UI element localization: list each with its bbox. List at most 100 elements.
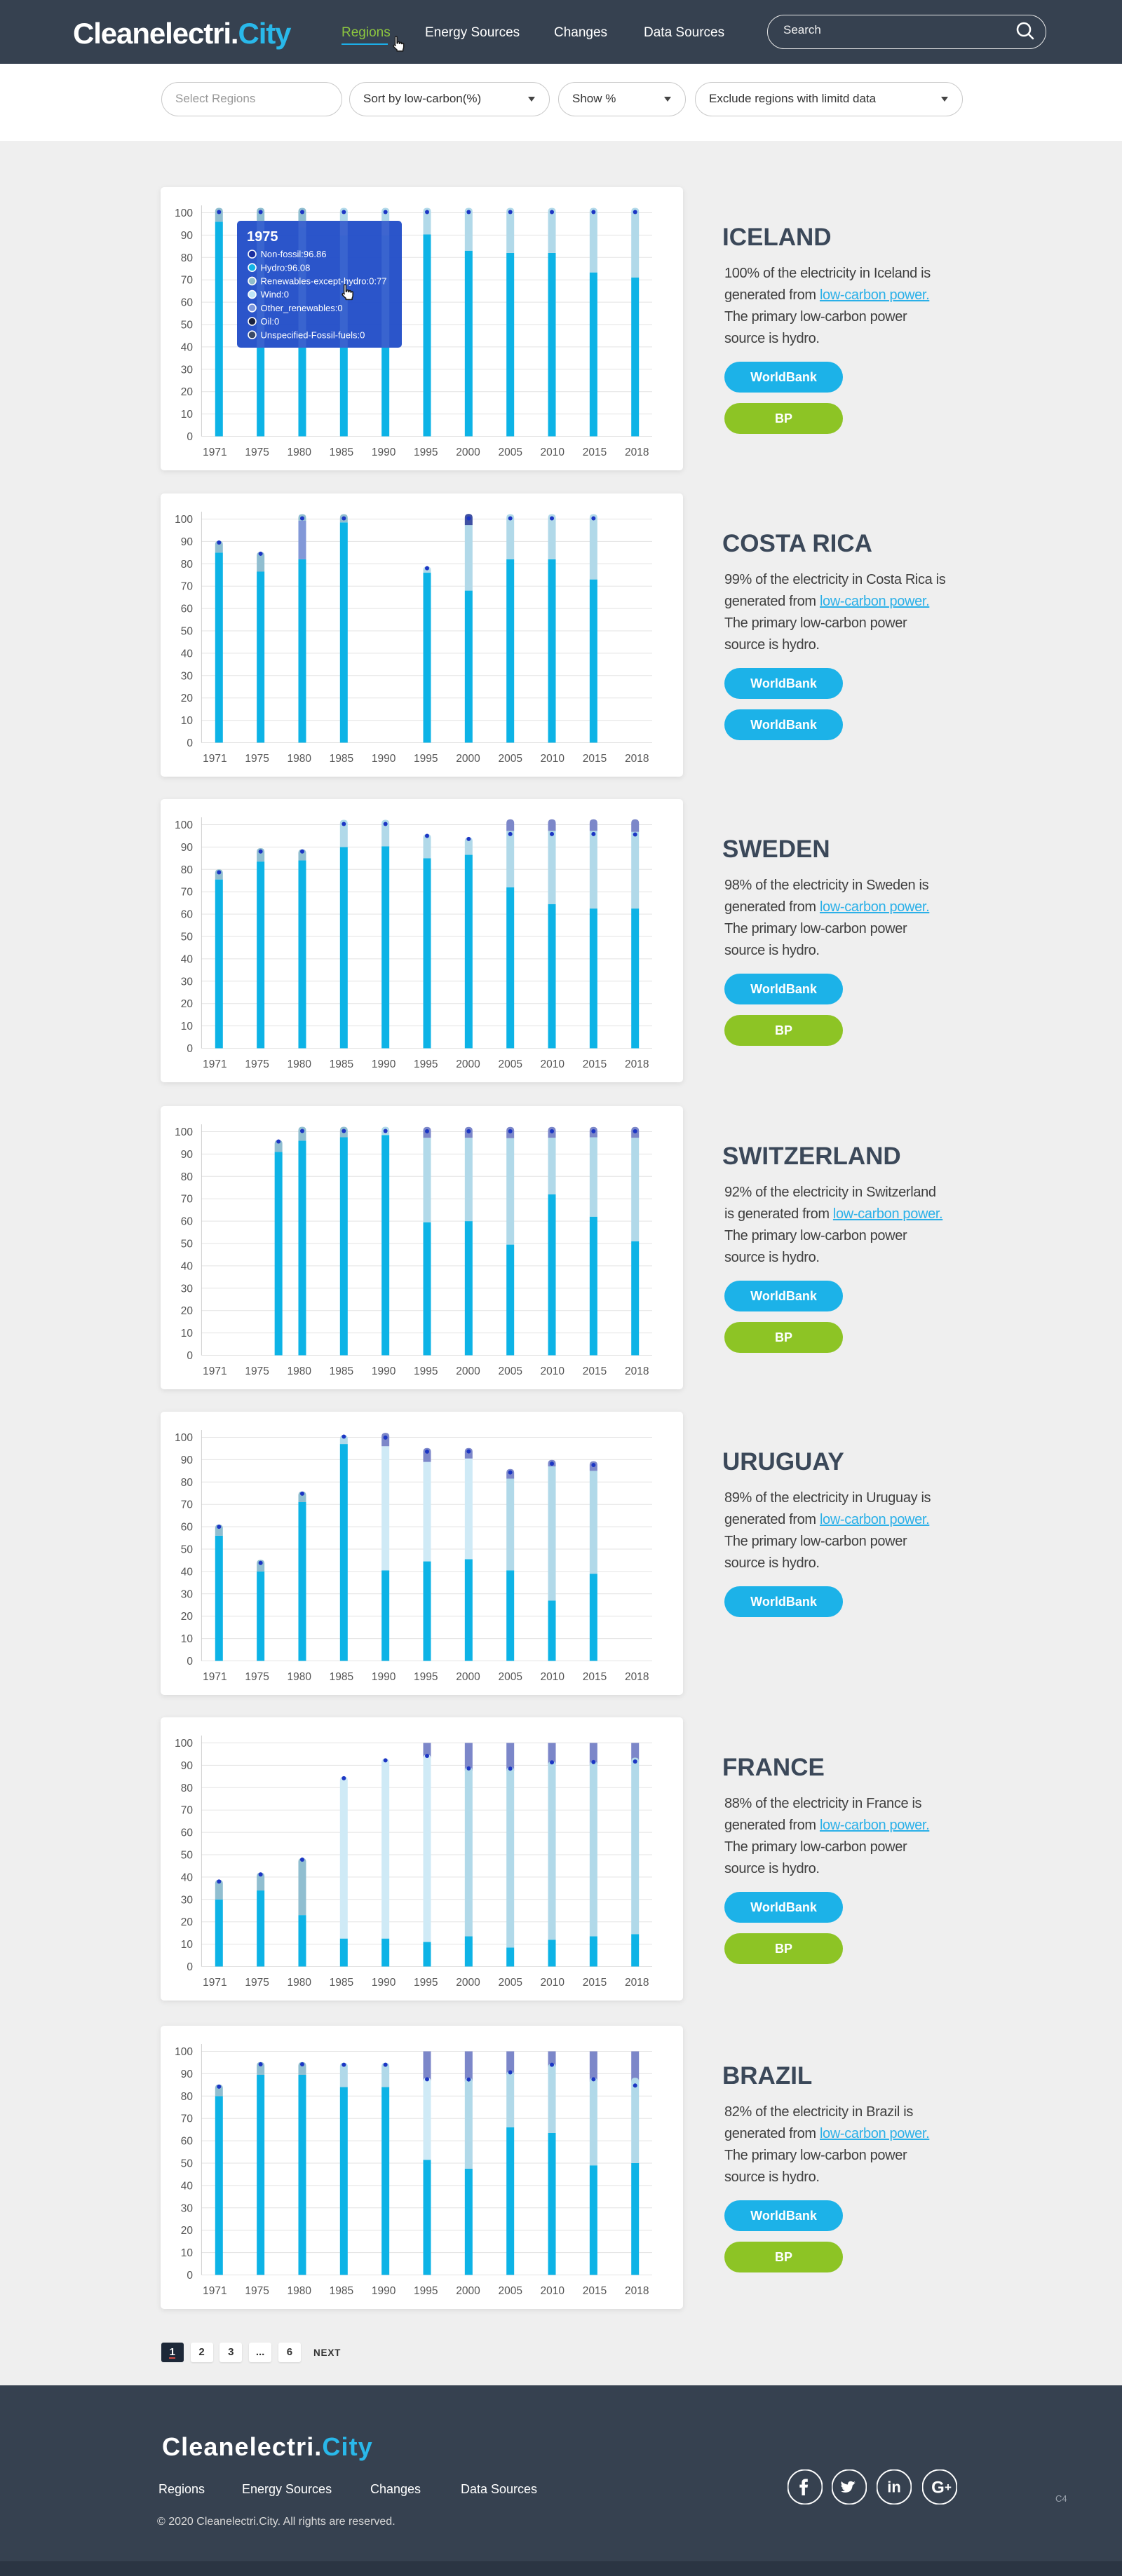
svg-text:2015: 2015 — [583, 753, 607, 765]
svg-text:2000: 2000 — [456, 447, 480, 458]
svg-text:2005: 2005 — [498, 1365, 522, 1377]
svg-text:20: 20 — [181, 693, 194, 704]
svg-text:80: 80 — [181, 558, 194, 570]
svg-text:1975: 1975 — [245, 447, 269, 458]
svg-text:2010: 2010 — [541, 1977, 565, 1989]
svg-text:70: 70 — [181, 887, 194, 899]
svg-text:60: 60 — [181, 908, 194, 920]
svg-text:2010: 2010 — [541, 1671, 565, 1683]
svg-text:40: 40 — [181, 2181, 194, 2193]
svg-text:2010: 2010 — [541, 753, 565, 765]
svg-text:1985: 1985 — [330, 2285, 353, 2297]
svg-text:in: in — [887, 2479, 901, 2496]
svg-text:30: 30 — [181, 670, 194, 682]
svg-text:50: 50 — [181, 320, 194, 332]
svg-text:1985: 1985 — [330, 1365, 353, 1377]
svg-text:1995: 1995 — [414, 1671, 438, 1683]
svg-text:1995: 1995 — [414, 1365, 438, 1377]
svg-text:30: 30 — [181, 2203, 194, 2215]
svg-text:1985: 1985 — [330, 1977, 353, 1989]
svg-text:2005: 2005 — [498, 2285, 522, 2297]
svg-text:100: 100 — [175, 2046, 193, 2058]
svg-text:2010: 2010 — [541, 1365, 565, 1377]
svg-text:40: 40 — [181, 1566, 194, 1578]
svg-text:2000: 2000 — [456, 1977, 480, 1989]
svg-text:90: 90 — [181, 230, 194, 242]
svg-text:100: 100 — [175, 819, 193, 831]
svg-text:2005: 2005 — [498, 1977, 522, 1989]
svg-text:2000: 2000 — [456, 1365, 480, 1377]
svg-text:40: 40 — [181, 341, 194, 353]
svg-text:50: 50 — [181, 2158, 194, 2170]
svg-text:Non-fossil:96.86: Non-fossil:96.86 — [261, 249, 327, 259]
svg-text:2005: 2005 — [498, 753, 522, 765]
svg-text:80: 80 — [181, 252, 194, 264]
svg-text:2018: 2018 — [625, 447, 649, 458]
svg-text:90: 90 — [181, 842, 194, 854]
svg-text:2015: 2015 — [583, 1058, 607, 1070]
svg-text:100: 100 — [175, 207, 193, 219]
svg-text:40: 40 — [181, 1872, 194, 1883]
svg-text:20: 20 — [181, 998, 194, 1010]
svg-text:1975: 1975 — [245, 2285, 269, 2297]
svg-text:1980: 1980 — [288, 1671, 312, 1683]
svg-text:30: 30 — [181, 1588, 194, 1600]
svg-text:1990: 1990 — [372, 1671, 396, 1683]
svg-text:1980: 1980 — [288, 753, 312, 765]
svg-text:60: 60 — [181, 603, 194, 615]
svg-text:1990: 1990 — [372, 1058, 396, 1070]
svg-text:20: 20 — [181, 1305, 194, 1317]
svg-text:1971: 1971 — [203, 753, 227, 765]
svg-text:30: 30 — [181, 364, 194, 376]
svg-text:1971: 1971 — [203, 447, 227, 458]
svg-text:40: 40 — [181, 953, 194, 965]
svg-text:60: 60 — [181, 1827, 194, 1839]
svg-text:2005: 2005 — [498, 447, 522, 458]
svg-text:0: 0 — [187, 1350, 193, 1362]
svg-text:100: 100 — [175, 1126, 193, 1138]
svg-text:10: 10 — [181, 2247, 194, 2259]
svg-text:2018: 2018 — [625, 1671, 649, 1683]
svg-text:70: 70 — [181, 1804, 194, 1816]
svg-text:1975: 1975 — [245, 753, 269, 765]
svg-text:70: 70 — [181, 2113, 194, 2125]
svg-text:20: 20 — [181, 1916, 194, 1928]
svg-text:2010: 2010 — [541, 2285, 565, 2297]
svg-text:2018: 2018 — [625, 2285, 649, 2297]
svg-text:60: 60 — [181, 297, 194, 309]
svg-text:90: 90 — [181, 2069, 194, 2080]
svg-text:0: 0 — [187, 1656, 193, 1668]
svg-text:80: 80 — [181, 2091, 194, 2103]
svg-text:1995: 1995 — [414, 1977, 438, 1989]
svg-text:20: 20 — [181, 1611, 194, 1623]
svg-text:G: G — [931, 2479, 945, 2497]
svg-text:2018: 2018 — [625, 1058, 649, 1070]
svg-text:10: 10 — [181, 1328, 194, 1340]
svg-text:1971: 1971 — [203, 1671, 227, 1683]
svg-text:1971: 1971 — [203, 1058, 227, 1070]
svg-text:1971: 1971 — [203, 2285, 227, 2297]
svg-text:1975: 1975 — [247, 229, 278, 245]
svg-text:90: 90 — [181, 1454, 194, 1466]
svg-text:1985: 1985 — [330, 1671, 353, 1683]
svg-text:90: 90 — [181, 536, 194, 547]
svg-text:0: 0 — [187, 1043, 193, 1055]
svg-text:40: 40 — [181, 1260, 194, 1272]
svg-text:100: 100 — [175, 514, 193, 526]
svg-text:1990: 1990 — [372, 2285, 396, 2297]
svg-text:100: 100 — [175, 1432, 193, 1444]
svg-text:2015: 2015 — [583, 1977, 607, 1989]
svg-text:20: 20 — [181, 386, 194, 398]
svg-text:1975: 1975 — [245, 1977, 269, 1989]
svg-text:30: 30 — [181, 976, 194, 988]
svg-text:0: 0 — [187, 1961, 193, 1973]
svg-text:80: 80 — [181, 1171, 194, 1183]
svg-text:2000: 2000 — [456, 753, 480, 765]
svg-text:Other_renewables:0: Other_renewables:0 — [261, 303, 343, 313]
svg-text:2000: 2000 — [456, 2285, 480, 2297]
svg-text:1985: 1985 — [330, 447, 353, 458]
svg-text:1985: 1985 — [330, 753, 353, 765]
svg-text:2018: 2018 — [625, 1977, 649, 1989]
svg-text:Renewables-except-hydro:0:77: Renewables-except-hydro:0:77 — [261, 276, 387, 287]
svg-text:2018: 2018 — [625, 1365, 649, 1377]
